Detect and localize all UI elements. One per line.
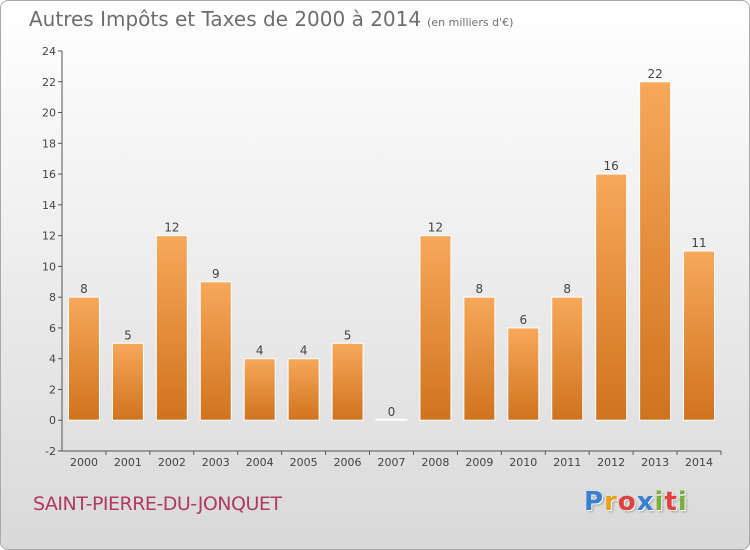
- y-tick-label: 22: [42, 76, 56, 89]
- x-tick-label: 2013: [641, 456, 669, 469]
- logo-letter: t: [664, 487, 678, 517]
- y-tick-label: 12: [42, 230, 56, 243]
- bar-2003[interactable]: [199, 281, 232, 421]
- chart-title-text: Autres Impôts et Taxes de 2000 à 2014: [29, 7, 422, 31]
- bar-value-label: 12: [164, 221, 179, 235]
- y-tick-label: 16: [42, 168, 56, 181]
- x-tick-label: 2006: [334, 456, 362, 469]
- y-tick-label: -2: [45, 445, 56, 458]
- bar-value-label: 8: [80, 282, 88, 296]
- y-tick-label: 8: [49, 291, 56, 304]
- bar-value-label: 4: [256, 344, 264, 358]
- y-tick-label: 14: [42, 199, 56, 212]
- x-tick-label: 2005: [290, 456, 318, 469]
- bar-2006[interactable]: [331, 342, 364, 421]
- bar-value-label: 8: [476, 282, 484, 296]
- bar-value-label: 16: [604, 159, 619, 173]
- bar-2001[interactable]: [111, 342, 144, 421]
- bar-value-label: 6: [519, 313, 527, 327]
- x-tick-label: 2000: [70, 456, 98, 469]
- y-tick-label: 6: [49, 322, 56, 335]
- logo-letter: i: [654, 487, 665, 517]
- bar-value-label: 0: [388, 405, 396, 419]
- chart-unit: (en milliers d'€): [427, 16, 514, 29]
- bar-2004[interactable]: [243, 358, 276, 421]
- bar-2012[interactable]: [595, 173, 628, 421]
- x-tick-label: 2009: [465, 456, 493, 469]
- y-tick-label: 24: [42, 45, 56, 58]
- commune-name: SAINT-PIERRE-DU-JONQUET: [33, 493, 282, 515]
- x-tick-label: 2001: [114, 456, 142, 469]
- x-tick-label: 2002: [158, 456, 186, 469]
- bar-2014[interactable]: [683, 250, 716, 421]
- bar-2011[interactable]: [551, 296, 584, 421]
- x-tick-label: 2014: [685, 456, 713, 469]
- y-tick-label: 0: [49, 414, 56, 427]
- bar-value-label: 22: [647, 67, 662, 81]
- logo-letter: P: [584, 487, 605, 517]
- logo-letter: r: [604, 487, 618, 517]
- x-tick-label: 2011: [553, 456, 581, 469]
- bar-2002[interactable]: [155, 235, 188, 421]
- x-tick-label: 2010: [509, 456, 537, 469]
- bar-value-label: 9: [212, 267, 220, 281]
- bar-value-label: 12: [428, 221, 443, 235]
- y-tick-label: 10: [42, 260, 56, 273]
- x-tick-label: 2003: [202, 456, 230, 469]
- logo-letter: i: [677, 487, 688, 517]
- logo-letter: o: [617, 487, 637, 517]
- bar-2009[interactable]: [463, 296, 496, 421]
- bar-value-label: 4: [300, 344, 308, 358]
- x-tick-label: 2008: [421, 456, 449, 469]
- y-tick-label: 20: [42, 107, 56, 120]
- y-tick-label: 18: [42, 137, 56, 150]
- y-tick-label: 2: [49, 383, 56, 396]
- bar-2000[interactable]: [67, 296, 100, 421]
- y-tick-label: 4: [49, 353, 56, 366]
- x-tick-label: 2012: [597, 456, 625, 469]
- bar-2007[interactable]: [375, 418, 408, 421]
- bar-2010[interactable]: [507, 327, 540, 421]
- bar-2005[interactable]: [287, 358, 320, 421]
- proxiti-logo[interactable]: Proxiti: [584, 487, 688, 517]
- x-tick-label: 2007: [378, 456, 406, 469]
- x-tick-label: 2004: [246, 456, 274, 469]
- logo-letter: x: [636, 487, 655, 517]
- bar-value-label: 11: [691, 236, 706, 250]
- bar-value-label: 8: [563, 282, 571, 296]
- bar-2013[interactable]: [639, 81, 672, 421]
- chart-title: Autres Impôts et Taxes de 2000 à 2014 (en…: [29, 7, 513, 31]
- bar-value-label: 5: [344, 328, 352, 342]
- bar-value-label: 5: [124, 328, 132, 342]
- bar-2008[interactable]: [419, 235, 452, 421]
